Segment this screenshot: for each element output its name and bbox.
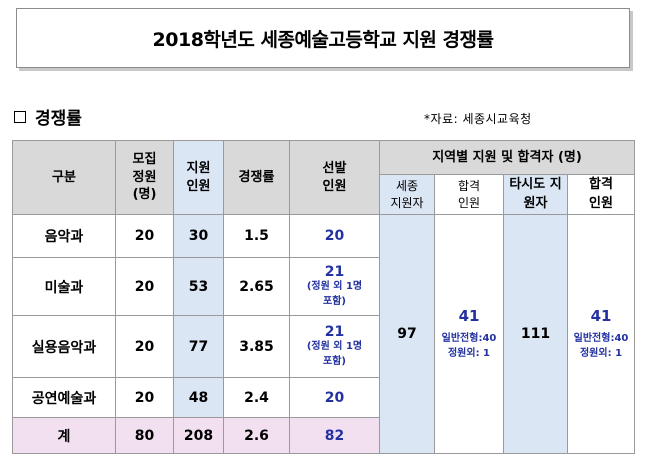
row-ratio: 2.65 xyxy=(223,257,290,316)
row-quota: 20 xyxy=(115,257,174,316)
total-selected: 82 xyxy=(289,417,380,454)
table-row: 공연예술과 20 48 2.4 20 xyxy=(12,377,635,418)
row-quota: 20 xyxy=(115,214,174,258)
row-quota: 20 xyxy=(115,315,174,378)
total-row: 계 80 208 2.6 82 xyxy=(12,417,635,454)
header-ratio: 경쟁률 xyxy=(223,140,290,215)
sejong-applicants-cell: 97 xyxy=(379,214,435,454)
table-row: 실용음악과 20 77 3.85 21 (정원 외 1명 포함) xyxy=(12,315,635,378)
checkbox-icon xyxy=(14,110,26,123)
table-row: 미술과 20 53 2.65 21 (정원 외 1명 포함) xyxy=(12,257,635,316)
row-name: 음악과 xyxy=(12,214,116,258)
row-selected: 20 xyxy=(289,377,380,418)
source-note: *자료: 세종시교육청 xyxy=(424,112,532,126)
page-title: 2018학년도 세종예술고등학교 지원 경쟁률 xyxy=(16,8,630,68)
total-applicants: 208 xyxy=(173,417,224,454)
row-applicants: 77 xyxy=(173,315,224,378)
header-other-passed: 합격 인원 xyxy=(566,174,636,215)
row-selected: 21 (정원 외 1명 포함) xyxy=(289,315,380,378)
header-quota: 모집 정원 (명) xyxy=(115,140,174,215)
other-applicants-cell: 111 xyxy=(503,214,568,454)
total-name: 계 xyxy=(12,417,116,454)
other-passed-cell: 41 일반전형:40 정원외: 1 xyxy=(566,214,636,454)
section-heading: 경쟁률 xyxy=(14,104,82,129)
total-ratio: 2.6 xyxy=(223,417,290,454)
row-applicants: 48 xyxy=(173,377,224,418)
sejong-passed-cell: 41 일반전형:40 정원외: 1 xyxy=(434,214,504,454)
header-sejong-passed: 합격 인원 xyxy=(434,174,504,215)
competition-table: 구분 모집 정원 (명) 지원 인원 경쟁률 선발 인원 지역별 지원 및 합격자 (명… xyxy=(12,140,636,454)
header-regional: 지역별 지원 및 합격자 (명) xyxy=(378,140,636,175)
table-row: 음악과 20 30 1.5 20 97 41 일반전형:40 정원외: 1 11… xyxy=(12,214,636,454)
header-category: 구분 xyxy=(12,140,116,215)
row-selected: 20 xyxy=(289,214,380,258)
row-name: 실용음악과 xyxy=(12,315,116,378)
header-selected: 선발 인원 xyxy=(289,140,380,215)
row-name: 미술과 xyxy=(12,257,116,316)
row-ratio: 1.5 xyxy=(223,214,290,258)
header-applicants: 지원 인원 xyxy=(173,140,224,215)
row-applicants: 53 xyxy=(173,257,224,316)
header-sejong-applicants: 세종 지원자 xyxy=(379,174,435,215)
row-selected: 21 (정원 외 1명 포함) xyxy=(289,257,380,316)
header-other-applicants: 타시도 지원자 xyxy=(503,174,568,215)
row-ratio: 2.4 xyxy=(223,377,290,418)
row-applicants: 30 xyxy=(173,214,224,258)
total-quota: 80 xyxy=(115,417,174,454)
row-quota: 20 xyxy=(115,377,174,418)
row-ratio: 3.85 xyxy=(223,315,290,378)
row-name: 공연예술과 xyxy=(12,377,116,418)
section-heading-label: 경쟁률 xyxy=(35,109,82,129)
